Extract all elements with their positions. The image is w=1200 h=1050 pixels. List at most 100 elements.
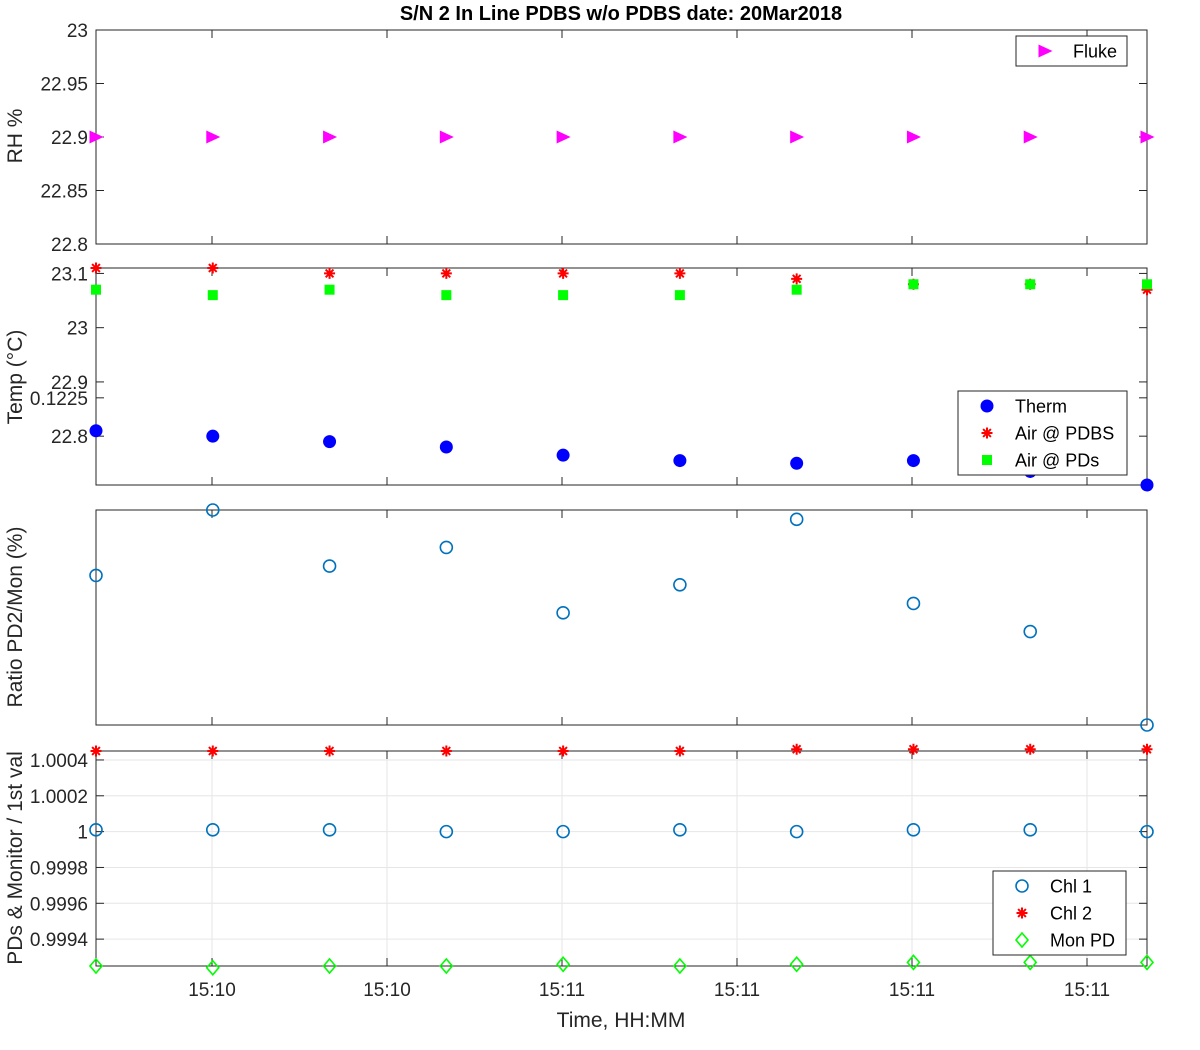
data-point bbox=[322, 823, 337, 837]
y-tick-label: 0.1225 bbox=[30, 389, 88, 410]
data-point bbox=[673, 130, 688, 144]
data-point bbox=[556, 606, 570, 620]
data-point bbox=[789, 824, 804, 839]
x-tick-label: 15:11 bbox=[539, 980, 585, 1001]
y-tick-label: 1 bbox=[77, 823, 88, 844]
data-point bbox=[557, 745, 569, 757]
data-point bbox=[439, 957, 454, 975]
data-point bbox=[207, 262, 219, 274]
data-point bbox=[205, 503, 220, 517]
y-axis-label: Ratio PD2/Mon (%) bbox=[4, 527, 27, 708]
y-tick-label: 23 bbox=[67, 21, 88, 42]
legend-marker bbox=[981, 427, 993, 439]
data-point bbox=[557, 267, 569, 279]
series-1 bbox=[89, 503, 1154, 732]
data-point bbox=[90, 262, 102, 274]
legend: Fluke bbox=[1015, 35, 1128, 67]
data-point bbox=[324, 745, 336, 757]
series-air-pds bbox=[91, 279, 1152, 301]
legend-label: Chl 1 bbox=[1050, 877, 1092, 897]
data-point bbox=[88, 957, 104, 975]
data-point bbox=[1140, 718, 1154, 732]
data-point bbox=[323, 130, 338, 144]
data-point bbox=[674, 290, 685, 301]
data-point bbox=[906, 596, 921, 611]
legend-box bbox=[1015, 35, 1128, 67]
axes-box bbox=[95, 750, 1148, 967]
y-tick-label: 22.8 bbox=[51, 427, 88, 448]
legend-label: Air @ PDBS bbox=[1015, 424, 1114, 444]
data-point bbox=[556, 955, 571, 973]
data-point bbox=[91, 284, 101, 295]
data-point bbox=[672, 957, 687, 975]
data-point bbox=[441, 290, 452, 301]
y-tick-label: 22.9 bbox=[51, 128, 88, 149]
data-point bbox=[439, 440, 453, 454]
data-point bbox=[1139, 954, 1155, 971]
data-point bbox=[673, 454, 687, 468]
data-point bbox=[673, 823, 687, 837]
data-point bbox=[1023, 823, 1038, 837]
data-point bbox=[89, 130, 104, 144]
data-point bbox=[906, 454, 920, 468]
data-point bbox=[908, 279, 919, 290]
data-point bbox=[1141, 284, 1153, 296]
data-point bbox=[1142, 279, 1152, 290]
legend-label: Chl 2 bbox=[1050, 904, 1092, 924]
legend-marker bbox=[1016, 907, 1028, 919]
data-point bbox=[907, 743, 919, 755]
data-point bbox=[322, 559, 337, 573]
data-point bbox=[556, 448, 570, 462]
data-point bbox=[89, 823, 103, 837]
data-point bbox=[556, 824, 570, 839]
y-tick-label: 22.85 bbox=[40, 182, 88, 203]
y-tick-label: 0.9998 bbox=[30, 858, 88, 879]
y-tick-label: 1.0004 bbox=[30, 751, 89, 772]
data-point bbox=[205, 959, 220, 977]
subplot-2: 22.8 22.9 23 23.1 Temp (°C) Therm Air @ PDBS Ai… bbox=[4, 262, 1154, 492]
x-tick-label: 15:10 bbox=[188, 980, 236, 1001]
data-point bbox=[205, 823, 220, 837]
legend-marker bbox=[980, 399, 994, 413]
data-point bbox=[790, 456, 804, 470]
data-point bbox=[1140, 130, 1155, 144]
y-tick-label: 23.1 bbox=[51, 264, 88, 285]
data-point bbox=[206, 130, 221, 144]
axes-box bbox=[95, 267, 1148, 486]
legend-marker bbox=[1015, 879, 1029, 893]
x-tick-label: 15:11 bbox=[714, 980, 760, 1001]
legend-label: Fluke bbox=[1073, 42, 1117, 62]
data-point bbox=[791, 743, 803, 755]
data-point bbox=[1141, 743, 1153, 755]
legend: Therm Air @ PDBS Air @ PDs bbox=[957, 390, 1128, 476]
y-tick-label: 22.9 bbox=[51, 373, 88, 394]
y-axis-label: Temp (°C) bbox=[4, 330, 27, 425]
subplot-3: 0.12250.1230.1235Ratio PD2/Mon (%) bbox=[4, 389, 1154, 732]
x-tick-label: 15:11 bbox=[889, 980, 935, 1001]
legend-label: Air @ PDs bbox=[1015, 451, 1099, 471]
legend-label: Mon PD bbox=[1050, 931, 1115, 951]
data-point bbox=[324, 284, 335, 295]
data-point bbox=[89, 424, 103, 438]
y-tick-label: 0.9996 bbox=[30, 894, 88, 915]
legend-marker bbox=[1038, 44, 1053, 58]
data-point bbox=[790, 130, 805, 144]
data-point bbox=[440, 745, 452, 757]
data-point bbox=[791, 273, 803, 285]
data-point bbox=[789, 955, 804, 973]
chart-title: S/N 2 In Line PDBS w/o PDBS date: 20Mar2… bbox=[400, 3, 842, 25]
legend-marker bbox=[1014, 931, 1030, 949]
data-point bbox=[674, 267, 686, 279]
data-point bbox=[673, 577, 687, 592]
data-point bbox=[1023, 130, 1038, 144]
data-point bbox=[90, 745, 102, 757]
series-therm bbox=[89, 424, 1154, 492]
data-point bbox=[1140, 824, 1154, 839]
data-point bbox=[440, 267, 452, 279]
data-point bbox=[1023, 624, 1038, 639]
y-tick-label: 0.9994 bbox=[30, 930, 89, 951]
data-point bbox=[324, 267, 336, 279]
axes-box bbox=[95, 509, 1148, 726]
